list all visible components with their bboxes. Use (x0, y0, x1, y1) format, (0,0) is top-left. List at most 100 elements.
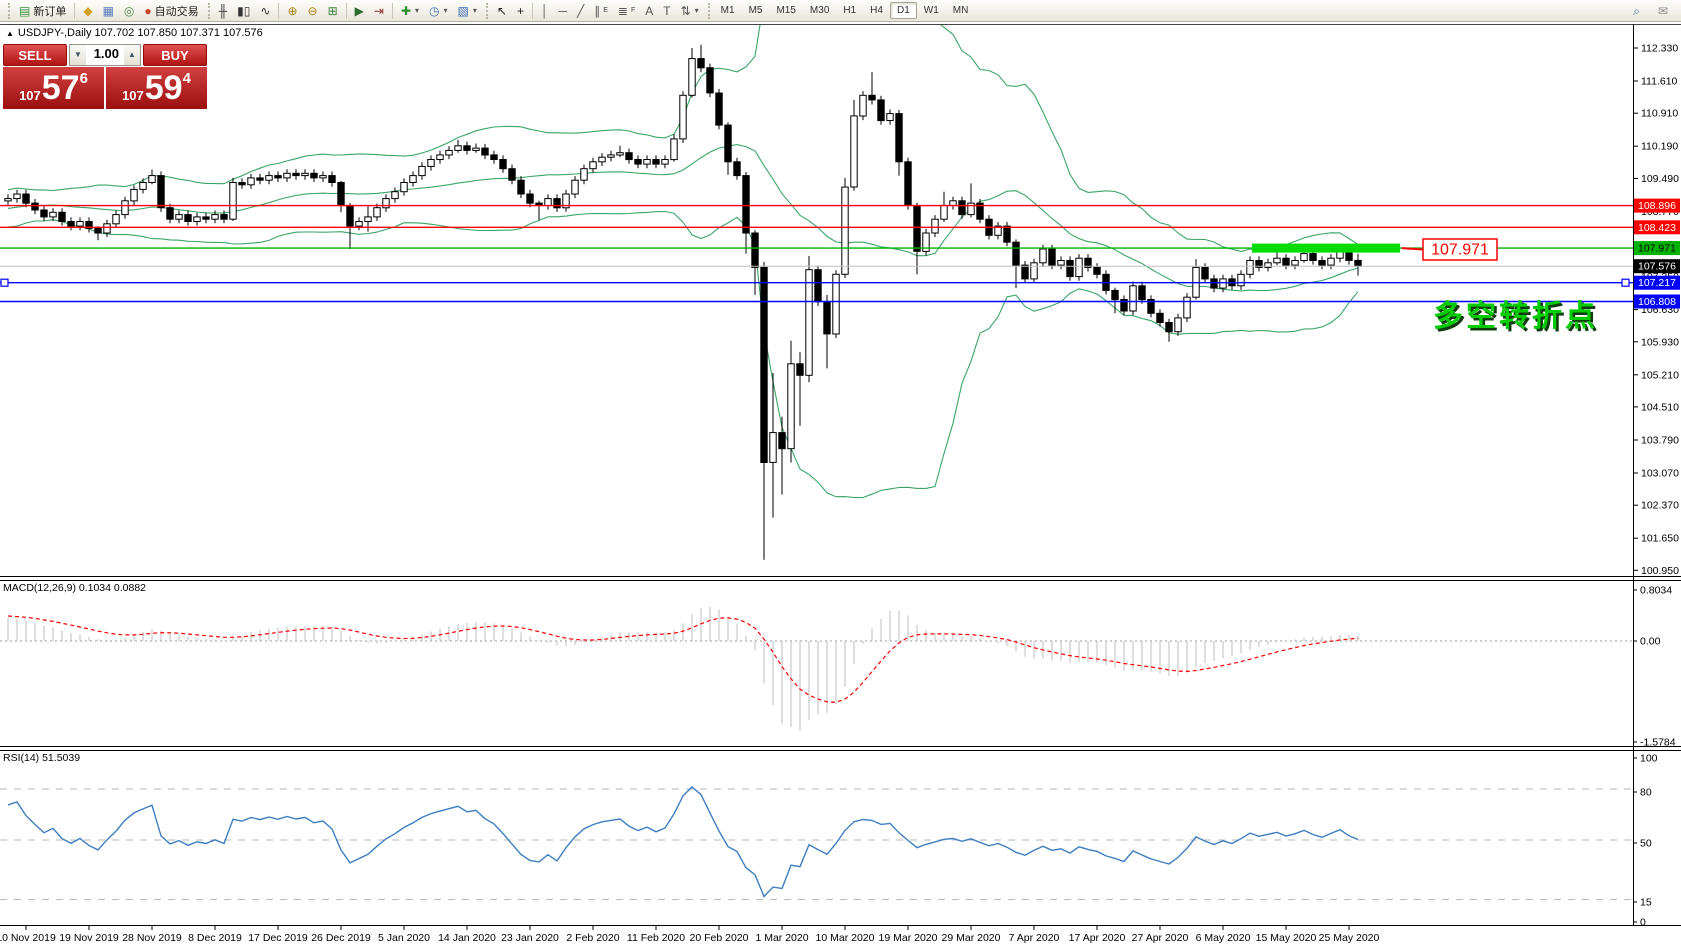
svg-text:5 Jan 2020: 5 Jan 2020 (378, 932, 430, 944)
date-axis[interactable]: 10 Nov 2019 19 Nov 2019 28 Nov 2019 8 Dec 2… (0, 925, 1380, 944)
chart-shift-button[interactable]: ⇥ (369, 1, 389, 21)
auto-trading-icon: ● (144, 3, 152, 18)
svg-text:-1.5784: -1.5784 (1640, 737, 1676, 749)
toolbar-grip[interactable] (707, 2, 710, 19)
cursor-button[interactable]: ↖ (492, 1, 512, 21)
auto-scroll-icon: ▶ (354, 3, 364, 18)
timeframe-M5[interactable]: M5 (748, 5, 763, 16)
svg-text:80: 80 (1640, 787, 1652, 799)
svg-text:20 Feb 2020: 20 Feb 2020 (690, 932, 749, 944)
auto-scroll-button[interactable]: ▶ (350, 1, 369, 21)
macd-label: MACD(12,26,9) 0.1034 0.0882 (3, 582, 147, 594)
indicators-button[interactable]: ✚ ▾ (396, 1, 424, 21)
chart-shift-icon: ⇥ (373, 3, 384, 18)
svg-text:2 Feb 2020: 2 Feb 2020 (566, 932, 619, 944)
timeframe-MN[interactable]: MN (952, 5, 969, 16)
horizontal-line-button[interactable]: ─ (553, 1, 572, 21)
timeframe-M15[interactable]: M15 (776, 5, 796, 16)
channel-icon: ∥ (594, 3, 601, 18)
price-callout[interactable]: 107.971 (1401, 238, 1498, 261)
timeframe-H4[interactable]: H4 (870, 5, 883, 16)
one-click-trading-panel: SELL ▼ 1.00 ▲ BUY 107 57 6 107 59 4 (3, 44, 207, 109)
cursor-icon: ↖ (496, 3, 507, 18)
collapse-triangle-icon[interactable]: ▲ (6, 29, 14, 38)
chart-box-button[interactable]: ◆ (78, 1, 97, 21)
svg-text:100: 100 (1640, 753, 1658, 765)
templates-button[interactable]: ▧ ▾ (453, 1, 482, 21)
channel-button[interactable]: ∥ E (594, 3, 608, 18)
svg-text:1 Mar 2020: 1 Mar 2020 (755, 932, 808, 944)
dropdown-caret-icon[interactable]: ▾ (415, 6, 420, 15)
text-label-button[interactable]: T (658, 1, 675, 21)
toolbar-grip[interactable] (485, 2, 488, 19)
timeframe-M30[interactable]: M30 (809, 5, 830, 16)
bar-chart-button[interactable]: ╫ (214, 1, 233, 21)
svg-text:11 Feb 2020: 11 Feb 2020 (627, 932, 685, 944)
candlestick-chart-icon: ▮▯ (237, 3, 251, 18)
toolbar-grip[interactable] (8, 2, 10, 19)
dropdown-caret-icon[interactable]: ▾ (694, 6, 699, 15)
hline-handle-left[interactable] (0, 278, 9, 287)
axis-price-labels: 108.896 108.423 107.971 107.217 106.808 107.5… (1634, 198, 1680, 309)
svg-text:7 Apr 2020: 7 Apr 2020 (1009, 932, 1060, 944)
tile-windows-button[interactable]: ⊞ (323, 1, 343, 21)
svg-text:多空转折点: 多空转折点 (1436, 303, 1601, 336)
timeframe-H1[interactable]: H1 (843, 5, 857, 16)
zoom-in-icon: ⊕ (287, 3, 298, 18)
svg-text:50: 50 (1640, 838, 1652, 850)
candlesticks (4, 44, 1362, 560)
buy-button[interactable]: BUY (143, 44, 207, 66)
timeframe-D1[interactable]: D1 (889, 2, 917, 19)
search-icon[interactable]: ⌕ (1633, 3, 1640, 18)
text-icon: A (645, 3, 654, 18)
text-button[interactable]: A (640, 1, 658, 21)
signals-button[interactable]: ◎ (119, 1, 139, 21)
periods-button[interactable]: ◷ ▾ (424, 1, 453, 21)
trendline-button[interactable]: ╱ (572, 1, 589, 21)
volume-stepper[interactable]: ▼ 1.00 ▲ (69, 44, 141, 66)
volume-increase-button[interactable]: ▲ (124, 45, 140, 65)
text-label-icon: T (663, 3, 671, 18)
auto-trading-button[interactable]: ● 自动交易 (139, 1, 203, 21)
periods-icon: ◷ (429, 3, 440, 18)
svg-text:107.576: 107.576 (1638, 261, 1676, 273)
arrows-button[interactable]: ⇅ ▾ (676, 1, 704, 21)
market-watch-icon: ▦ (102, 3, 114, 18)
market-watch-button[interactable]: ▦ (98, 1, 119, 21)
svg-text:0: 0 (1640, 917, 1646, 929)
sell-price[interactable]: 107 57 6 (3, 67, 106, 109)
timeframe-M1[interactable]: M1 (720, 5, 735, 16)
signals-icon: ◎ (123, 3, 135, 18)
candlestick-chart-button[interactable]: ▮▯ (232, 1, 255, 21)
timeframe-W1[interactable]: W1 (923, 5, 939, 16)
svg-text:103.790: 103.790 (1641, 435, 1679, 447)
hline-handle-right[interactable] (1621, 278, 1630, 287)
svg-text:0.8034: 0.8034 (1640, 585, 1672, 597)
crosshair-button[interactable]: + (512, 1, 529, 21)
buy-price[interactable]: 107 59 4 (106, 67, 207, 109)
toolbar-grip[interactable] (207, 2, 210, 19)
volume-decrease-button[interactable]: ▼ (70, 45, 86, 65)
vertical-line-button[interactable]: │ (536, 1, 554, 21)
svg-text:8 Dec 2019: 8 Dec 2019 (188, 932, 242, 944)
highlight-rectangle[interactable] (1252, 243, 1400, 253)
svg-text:多空转折点: 多空转折点 (1433, 300, 1598, 333)
dropdown-caret-icon[interactable]: ▾ (472, 6, 477, 15)
price-axis[interactable]: 112.330111.610110.910110.190109.490108.7… (1633, 43, 1679, 577)
svg-text:23 Jan 2020: 23 Jan 2020 (501, 932, 559, 944)
new-order-button[interactable]: ▤ 新订单 (14, 1, 71, 21)
chart-box-icon: ◆ (83, 3, 93, 18)
volume-value[interactable]: 1.00 (93, 46, 119, 61)
line-chart-button[interactable]: ∿ (255, 1, 275, 21)
chat-icon[interactable]: ✉ (1657, 3, 1668, 18)
fibonacci-button[interactable]: ≣ F (617, 3, 636, 18)
sell-button[interactable]: SELL (3, 44, 67, 66)
svg-text:107.971: 107.971 (1638, 243, 1676, 255)
dropdown-caret-icon[interactable]: ▾ (443, 6, 448, 15)
svg-text:111.610: 111.610 (1641, 76, 1678, 88)
zoom-out-button[interactable]: ⊖ (303, 1, 323, 21)
zoom-in-button[interactable]: ⊕ (282, 1, 302, 21)
svg-text:108.423: 108.423 (1638, 222, 1676, 234)
